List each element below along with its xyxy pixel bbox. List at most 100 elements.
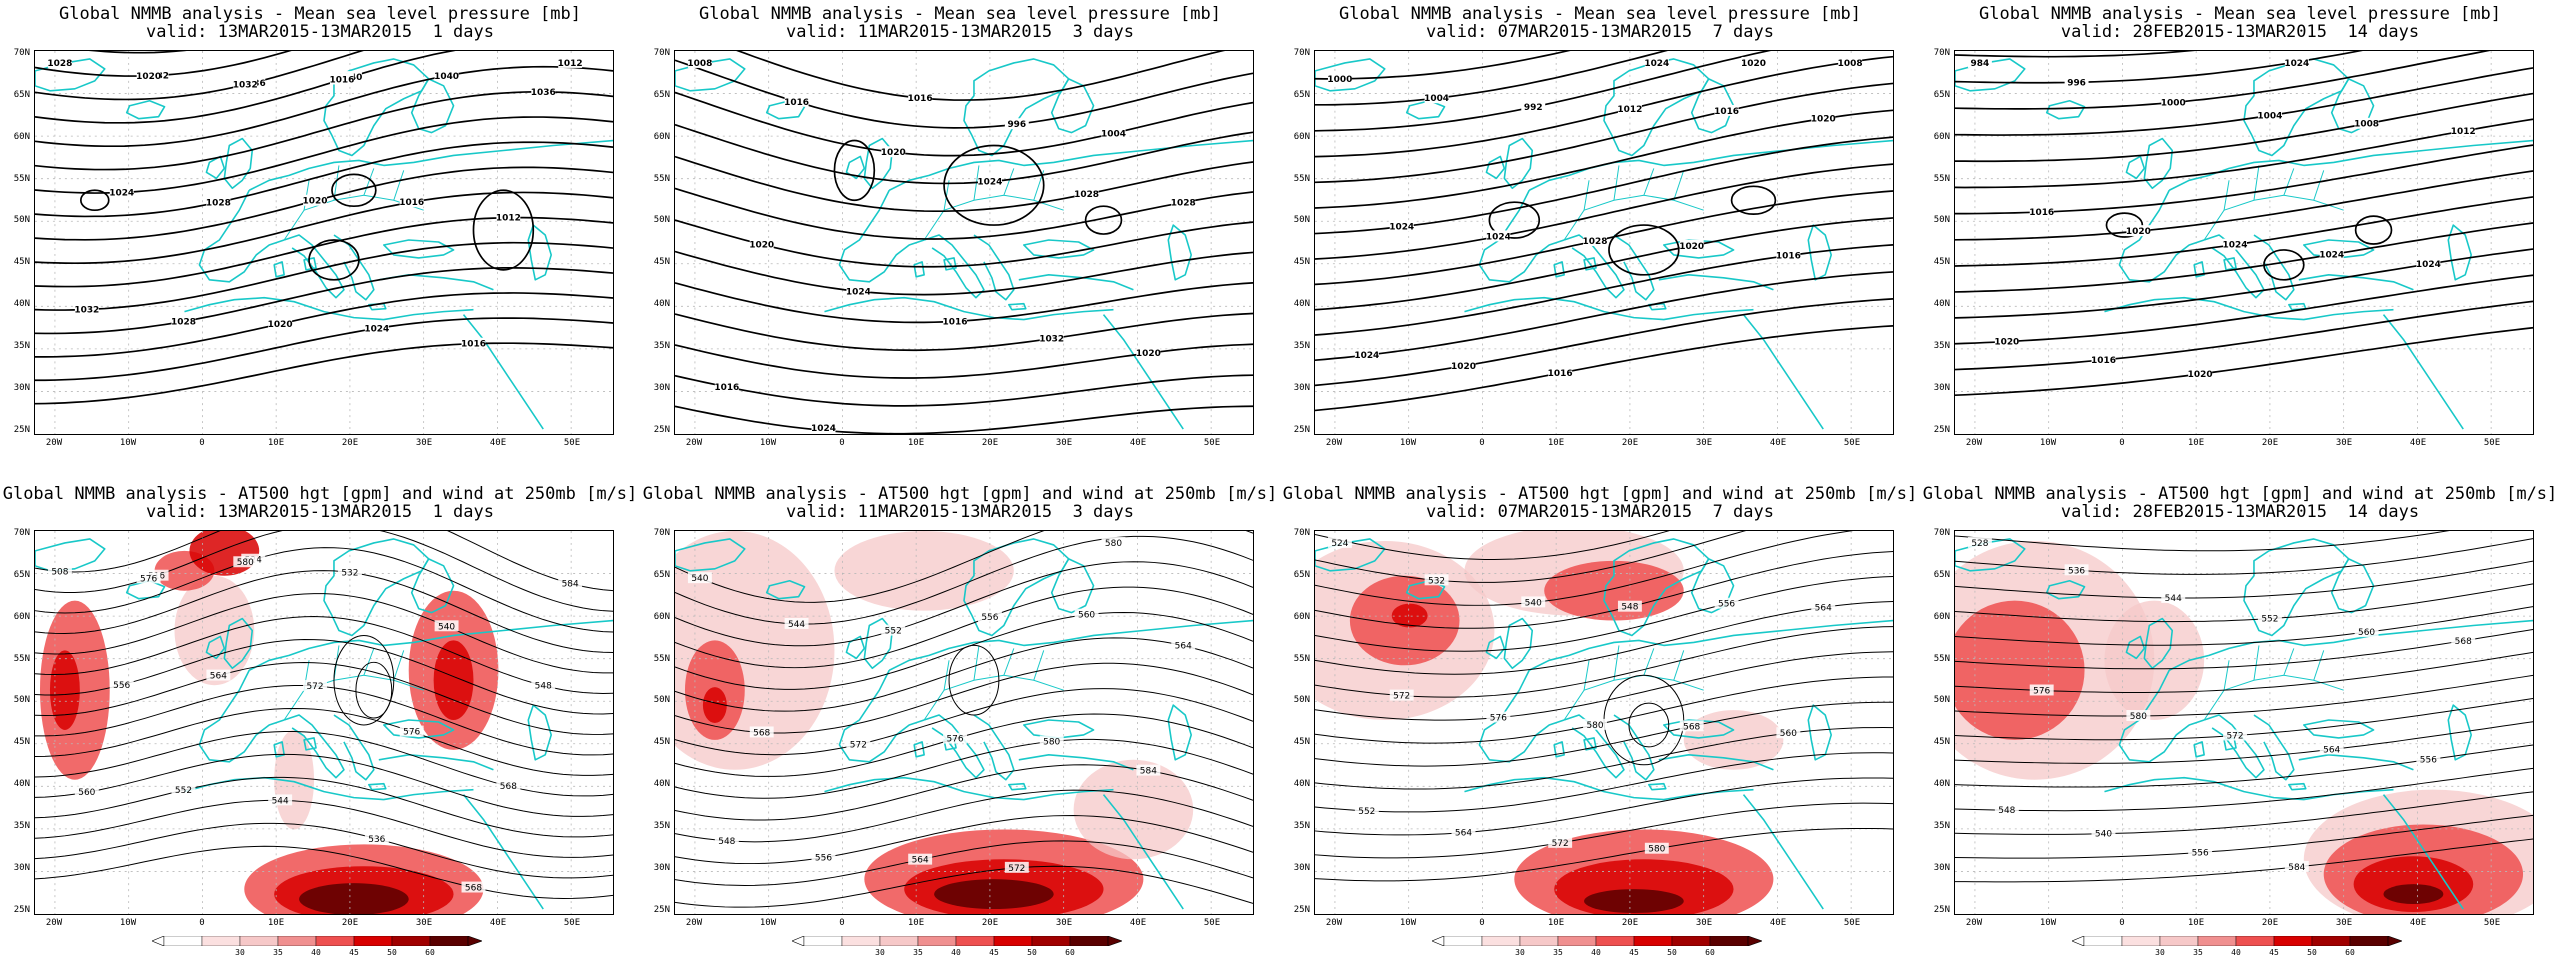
colorbar-tick-label: 45 (2269, 948, 2279, 957)
isoline-label: 1020 (2126, 227, 2151, 237)
wind-speed-area (1073, 759, 1194, 860)
coastline-path (838, 669, 925, 763)
colorbar-swatch (1709, 936, 1749, 946)
colorbar-tick-label: 60 (1705, 948, 1715, 957)
closed-isoline (333, 634, 395, 726)
isolines (1315, 51, 1893, 412)
coastline-path (2283, 648, 2295, 676)
coastline-path (273, 261, 285, 278)
isoline (1315, 827, 1893, 882)
isoline (35, 91, 613, 171)
lon-tick-label: 50E (1843, 438, 1861, 448)
lon-tick-label: 10E (1547, 918, 1565, 928)
map-canvas: 5085165245325405485565645725765685605525… (35, 531, 613, 914)
label-bg (811, 422, 836, 434)
colorbar-swatch (955, 936, 995, 946)
isoline (675, 343, 1253, 379)
isoline (35, 616, 613, 694)
z500-wind-panel: Global NMMB analysis - AT500 hgt [gpm] a… (0, 480, 640, 960)
isoline-label: 1016 (2029, 208, 2054, 218)
wind-speed-area (2104, 600, 2205, 721)
isoline-label: 1024 (2416, 260, 2441, 270)
isoline (1315, 777, 1893, 836)
map-canvas: 984 996 1000 1004 1008 1012 1016 1020 1024 1024 10… (1955, 51, 2533, 434)
lon-tick-label: 20W (685, 918, 703, 928)
lon-tick-label: 40E (2409, 918, 2427, 928)
coastline-path (1648, 782, 1667, 791)
lat-tick-label: 45N (653, 257, 670, 268)
label-bg (2257, 109, 2282, 121)
lon-tick-label: 20W (1325, 438, 1343, 448)
colorbar-tick-label: 35 (2193, 948, 2203, 957)
lat-tick-label: 40N (1293, 299, 1310, 310)
label-bg (434, 69, 459, 81)
panel-title: Global NMMB analysis - AT500 hgt [gpm] a… (1922, 484, 2558, 504)
lon-tick-label: 10E (267, 918, 285, 928)
lon-tick-label: 0 (199, 918, 205, 928)
coastline-path (1643, 648, 1655, 676)
isoline-label: 572 (306, 682, 323, 692)
lat-tick-label: 70N (1293, 48, 1310, 58)
map-canvas: 540 544 552 556 560 564 568 572 576 580 584 548 556 5… (675, 531, 1253, 914)
coastline-path (2193, 261, 2205, 278)
lon-tick-label: 20W (45, 918, 63, 928)
wind-shading (1315, 531, 1784, 914)
coastline-path (2143, 617, 2174, 670)
label-bg (749, 238, 774, 250)
isoline (675, 250, 1253, 296)
map-frame: 984 996 1000 1004 1008 1012 1016 1020 1024 1024 10… (1954, 50, 2534, 435)
coastline-path (824, 776, 1114, 801)
isoline (1955, 628, 2533, 670)
colorbar-tick-label: 30 (2155, 948, 2165, 957)
label-bg (558, 56, 583, 68)
lon-tick-label: 10E (907, 438, 925, 448)
coastline-path (1583, 660, 1590, 691)
isoline-label: 540 (2095, 830, 2112, 840)
isoline-label: 1028 (171, 317, 196, 327)
isoline (1315, 531, 1670, 560)
label-bg (714, 380, 739, 392)
isoline (35, 292, 613, 358)
lon-tick-label: 20W (1965, 438, 1983, 448)
isoline-label: 1004 (1101, 129, 1126, 139)
isoline-label: 1024 (109, 188, 134, 198)
map-canvas: 524 532 540 548 556 564 572 576 580 568 560 552 564 5… (1315, 531, 1893, 914)
lon-tick-label: 10E (907, 918, 925, 928)
isoline (35, 51, 456, 124)
coastline-path (2203, 674, 2344, 721)
lon-tick-label: 20W (1325, 918, 1343, 928)
isoline-label: 1008 (2354, 120, 2379, 130)
coastline-path (1673, 650, 1685, 681)
lat-tick-label: 60N (1293, 611, 1310, 622)
isoline-label: 548 (1998, 806, 2015, 816)
coastline-path (184, 296, 474, 321)
label-bg (1101, 127, 1126, 139)
label-bg (337, 566, 362, 578)
coastline-path (963, 58, 1070, 157)
isoline-label: 572 (2226, 732, 2243, 742)
closed-isoline (1608, 224, 1680, 276)
coastline-path (1955, 538, 2026, 572)
panel-valid-period: valid: 13MAR2015-13MAR2015 1 days (146, 22, 494, 42)
lon-tick-label: 20E (2261, 438, 2279, 448)
isoline (1315, 271, 1893, 362)
isoline-label: 560 (78, 788, 95, 798)
isoline-labels: 1008 1016 1020 1024 1028 1028 1020 1024 1016 1032… (687, 56, 1196, 434)
lat-tick-label: 35N (653, 340, 670, 351)
lat-tick-label: 45N (13, 257, 30, 268)
coastline-path (2298, 754, 2414, 771)
map-frame: 5085165245325405485565645725765685605525… (34, 530, 614, 915)
coastline-path (1022, 239, 1095, 259)
colorbar-swatch (353, 936, 393, 946)
coastline-path (765, 579, 806, 600)
lat-tick-label: 50N (1293, 695, 1310, 706)
coastline-path (888, 139, 1253, 191)
isoline-label: 544 (788, 620, 805, 630)
label-bg (1451, 359, 1476, 371)
coastline-path (1315, 538, 1386, 572)
wind-speed-area (1544, 560, 1684, 621)
isoline (35, 216, 613, 288)
isolines (675, 51, 1253, 434)
wind-speed-area (1391, 603, 1428, 628)
isoline-label: 556 (2420, 756, 2437, 766)
